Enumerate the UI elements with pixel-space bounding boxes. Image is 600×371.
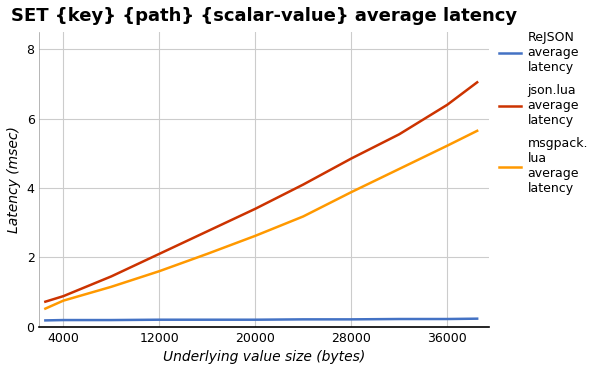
X-axis label: Underlying value size (bytes): Underlying value size (bytes) [163, 350, 365, 364]
ReJSON
average
latency [42, 318, 49, 323]
msgpack.
lua
average
latency [60, 298, 67, 303]
msgpack.
lua
average
latency [473, 129, 481, 133]
Legend: ReJSON
average
latency, json.lua
average
latency, msgpack.
lua
average
latency: ReJSON average latency, json.lua average… [494, 26, 593, 200]
ReJSON
average
latency [203, 318, 211, 322]
json.lua
average
latency [443, 103, 451, 107]
json.lua
average
latency [251, 207, 259, 211]
json.lua
average
latency [473, 80, 481, 85]
Y-axis label: Latency (msec): Latency (msec) [7, 126, 21, 233]
Title: SET {key} {path} {scalar-value} average latency: SET {key} {path} {scalar-value} average … [11, 7, 517, 25]
json.lua
average
latency [108, 274, 115, 279]
ReJSON
average
latency [473, 316, 481, 321]
json.lua
average
latency [347, 156, 355, 161]
json.lua
average
latency [60, 294, 67, 298]
json.lua
average
latency [156, 252, 163, 256]
msgpack.
lua
average
latency [299, 214, 307, 219]
ReJSON
average
latency [108, 318, 115, 322]
json.lua
average
latency [42, 299, 49, 304]
ReJSON
average
latency [60, 318, 67, 322]
ReJSON
average
latency [299, 317, 307, 322]
msgpack.
lua
average
latency [156, 269, 163, 273]
ReJSON
average
latency [156, 318, 163, 322]
msgpack.
lua
average
latency [395, 167, 403, 171]
json.lua
average
latency [299, 182, 307, 187]
ReJSON
average
latency [347, 317, 355, 322]
msgpack.
lua
average
latency [443, 144, 451, 148]
json.lua
average
latency [203, 229, 211, 234]
msgpack.
lua
average
latency [251, 234, 259, 238]
msgpack.
lua
average
latency [42, 306, 49, 311]
ReJSON
average
latency [443, 317, 451, 321]
msgpack.
lua
average
latency [347, 190, 355, 194]
Line: msgpack.
lua
average
latency: msgpack. lua average latency [46, 131, 477, 309]
Line: ReJSON
average
latency: ReJSON average latency [46, 319, 477, 321]
json.lua
average
latency [395, 132, 403, 137]
ReJSON
average
latency [251, 318, 259, 322]
msgpack.
lua
average
latency [203, 252, 211, 256]
Line: json.lua
average
latency: json.lua average latency [46, 82, 477, 302]
ReJSON
average
latency [395, 317, 403, 321]
msgpack.
lua
average
latency [108, 285, 115, 289]
